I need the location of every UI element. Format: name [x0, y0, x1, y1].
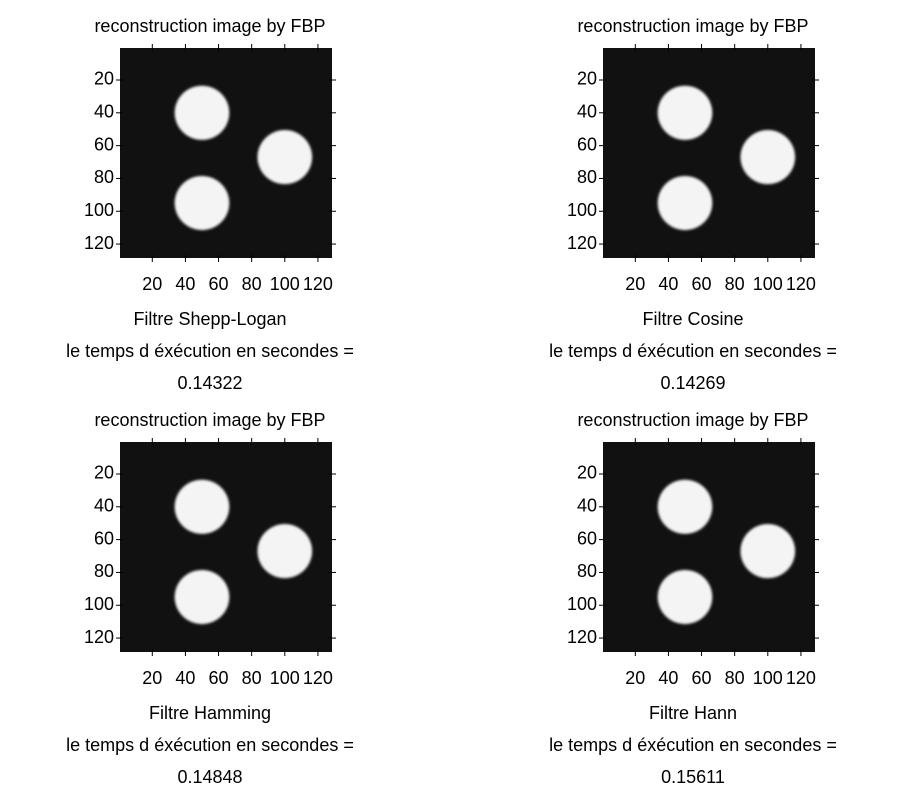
- y-tick-label: 60: [94, 134, 114, 154]
- y-tick-label: 120: [567, 627, 597, 647]
- y-tick-label: 80: [94, 561, 114, 581]
- x-tick-label: 100: [270, 668, 300, 688]
- x-tick-label: 120: [786, 274, 816, 294]
- x-axis-label: 0.15611: [661, 767, 725, 785]
- x-tick-label: 80: [725, 274, 745, 294]
- y-tick-label: 120: [84, 627, 114, 647]
- x-axis-label: le temps d éxécution en secondes =: [549, 341, 837, 361]
- y-tick-label: 20: [94, 463, 114, 483]
- image-disc: [257, 130, 312, 184]
- x-tick-label: 120: [786, 668, 816, 688]
- x-tick-label: 60: [209, 274, 229, 294]
- y-tick-label: 120: [567, 233, 597, 253]
- x-tick-label: 20: [142, 668, 162, 688]
- x-tick-label: 60: [692, 668, 712, 688]
- x-axis-label: Filtre Hamming: [149, 703, 271, 723]
- image-disc: [257, 524, 312, 578]
- x-tick-label: 20: [142, 274, 162, 294]
- image-disc: [740, 524, 795, 578]
- x-axis-label: Filtre Cosine: [642, 309, 743, 329]
- x-tick-label: 40: [175, 668, 195, 688]
- image-disc: [175, 86, 230, 140]
- x-tick-label: 100: [270, 274, 300, 294]
- image-disc: [740, 130, 795, 184]
- x-axis-label: le temps d éxécution en secondes =: [549, 735, 837, 755]
- y-tick-label: 100: [567, 200, 597, 220]
- x-axis-label: Filtre Shepp-Logan: [133, 309, 286, 329]
- image-disc: [658, 480, 713, 534]
- y-tick-label: 20: [577, 463, 597, 483]
- x-axis-label: Filtre Hann: [649, 703, 737, 723]
- x-tick-label: 60: [209, 668, 229, 688]
- y-tick-label: 20: [94, 69, 114, 89]
- page: reconstruction image by FBP2040608010012…: [0, 0, 918, 785]
- y-tick-label: 60: [94, 528, 114, 548]
- image-disc: [175, 480, 230, 534]
- y-tick-label: 120: [84, 233, 114, 253]
- figure: reconstruction image by FBP2040608010012…: [0, 0, 918, 785]
- x-tick-label: 40: [658, 274, 678, 294]
- x-axis-label: le temps d éxécution en secondes =: [66, 341, 354, 361]
- x-axis-label: le temps d éxécution en secondes =: [66, 735, 354, 755]
- y-tick-label: 60: [577, 528, 597, 548]
- y-tick-label: 40: [577, 496, 597, 516]
- x-tick-label: 20: [625, 668, 645, 688]
- x-tick-label: 20: [625, 274, 645, 294]
- x-tick-label: 40: [658, 668, 678, 688]
- x-axis-label: 0.14269: [660, 373, 725, 393]
- y-tick-label: 100: [567, 594, 597, 614]
- image-disc: [658, 86, 713, 140]
- y-tick-label: 40: [94, 102, 114, 122]
- plot-title: reconstruction image by FBP: [577, 16, 808, 36]
- plot-title: reconstruction image by FBP: [577, 410, 808, 430]
- plot-title: reconstruction image by FBP: [94, 16, 325, 36]
- x-axis-label: 0.14848: [177, 767, 242, 785]
- x-tick-label: 120: [303, 668, 333, 688]
- y-tick-label: 40: [94, 496, 114, 516]
- y-tick-label: 20: [577, 69, 597, 89]
- y-tick-label: 80: [94, 167, 114, 187]
- y-tick-label: 80: [577, 561, 597, 581]
- x-tick-label: 80: [725, 668, 745, 688]
- y-tick-label: 80: [577, 167, 597, 187]
- x-tick-label: 120: [303, 274, 333, 294]
- x-tick-label: 100: [753, 274, 783, 294]
- image-disc: [175, 570, 230, 624]
- x-axis-label: 0.14322: [177, 373, 242, 393]
- y-tick-label: 100: [84, 594, 114, 614]
- x-tick-label: 60: [692, 274, 712, 294]
- y-tick-label: 60: [577, 134, 597, 154]
- image-disc: [175, 176, 230, 230]
- x-tick-label: 80: [242, 668, 262, 688]
- x-tick-label: 100: [753, 668, 783, 688]
- image-disc: [658, 176, 713, 230]
- y-tick-label: 40: [577, 102, 597, 122]
- x-tick-label: 40: [175, 274, 195, 294]
- y-tick-label: 100: [84, 200, 114, 220]
- x-tick-label: 80: [242, 274, 262, 294]
- image-disc: [658, 570, 713, 624]
- plot-title: reconstruction image by FBP: [94, 410, 325, 430]
